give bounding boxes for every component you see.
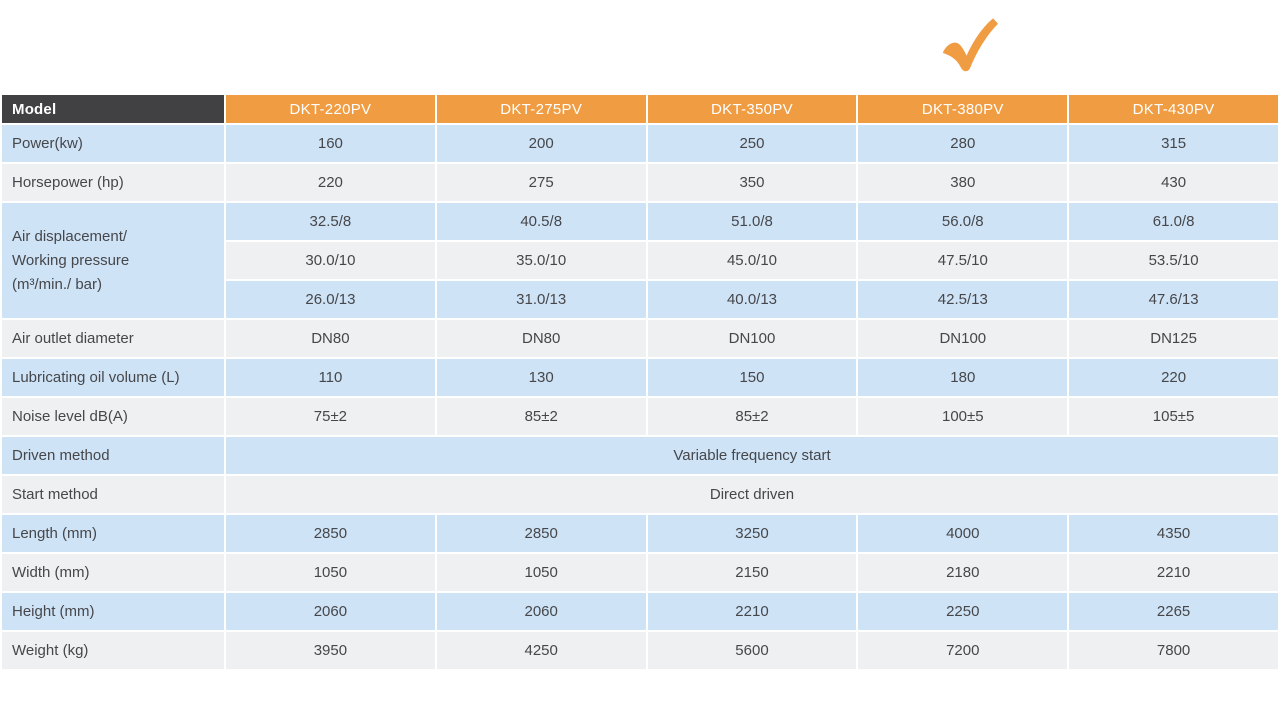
cell-value: 1050 — [436, 554, 646, 591]
row-label: Air outlet diameter — [2, 320, 224, 357]
table-row: Horsepower (hp) 220 275 350 380 430 — [2, 164, 1278, 201]
column-header: DKT-350PV — [647, 95, 857, 123]
cell-value: 200 — [436, 125, 646, 162]
row-label: Horsepower (hp) — [2, 164, 224, 201]
cell-value: 47.6/13 — [1069, 281, 1278, 318]
header-row: Model DKT-220PV DKT-275PV DKT-350PV DKT-380… — [2, 95, 1278, 123]
cell-value: 40.0/13 — [647, 281, 857, 318]
cell-value: 4250 — [436, 632, 646, 669]
cell-value: 315 — [1069, 125, 1278, 162]
table-row: 26.0/13 31.0/13 40.0/13 42.5/13 47.6/13 — [2, 281, 1278, 318]
cell-value: 2210 — [647, 593, 857, 630]
cell-value: 2210 — [1069, 554, 1278, 591]
model-header-cell: Model — [2, 95, 224, 123]
column-header: DKT-380PV — [858, 95, 1068, 123]
checkmark-glyph — [942, 18, 998, 72]
cell-value: 47.5/10 — [858, 242, 1068, 279]
cell-value: 350 — [647, 164, 857, 201]
cell-value: DN100 — [858, 320, 1068, 357]
cell-value: 180 — [858, 359, 1068, 396]
span-cell-value: Direct driven — [226, 476, 1278, 513]
cell-value: 380 — [858, 164, 1068, 201]
table-row: Air displacement/Working pressure (m³/min… — [2, 203, 1278, 318]
table-row: Power(kw) 160 200 250 280 315 — [2, 125, 1278, 162]
table-row: Width (mm) 1050 1050 2150 2180 2210 — [2, 554, 1278, 591]
cell-value: 51.0/8 — [647, 203, 857, 240]
row-label: Start method — [2, 476, 224, 513]
table-row: 30.0/10 35.0/10 45.0/10 47.5/10 53.5/10 — [2, 242, 1278, 279]
cell-value: 26.0/13 — [226, 281, 435, 318]
cell-value: 3950 — [226, 632, 435, 669]
cell-value: 1050 — [226, 554, 435, 591]
cell-value: 85±2 — [647, 398, 857, 435]
orange-checkmark-icon — [936, 16, 998, 78]
cell-value: 130 — [436, 359, 646, 396]
table-row: Weight (kg) 3950 4250 5600 7200 7800 — [2, 632, 1278, 669]
cell-value: 220 — [1069, 359, 1278, 396]
column-header: DKT-220PV — [226, 95, 435, 123]
cell-value: 4350 — [1069, 515, 1278, 552]
cell-value: 220 — [226, 164, 435, 201]
table-row: Height (mm) 2060 2060 2210 2250 2265 — [2, 593, 1278, 630]
cell-value: 56.0/8 — [858, 203, 1068, 240]
row-label: Lubricating oil volume (L) — [2, 359, 224, 396]
cell-value: 2850 — [226, 515, 435, 552]
cell-value: DN80 — [226, 320, 435, 357]
row-label: Power(kw) — [2, 125, 224, 162]
cell-value: DN100 — [647, 320, 857, 357]
cell-value: 53.5/10 — [1069, 242, 1278, 279]
cell-value: 2060 — [436, 593, 646, 630]
cell-value: 40.5/8 — [436, 203, 646, 240]
cell-value: 3250 — [647, 515, 857, 552]
cell-value: 85±2 — [436, 398, 646, 435]
column-header: DKT-275PV — [436, 95, 646, 123]
span-cell-value: Variable frequency start — [226, 437, 1278, 474]
cell-value: 61.0/8 — [1069, 203, 1278, 240]
cell-value: 2150 — [647, 554, 857, 591]
cell-value: 42.5/13 — [858, 281, 1068, 318]
cell-value: 75±2 — [226, 398, 435, 435]
cell-value: 280 — [858, 125, 1068, 162]
table-row: Driven method Variable frequency start — [2, 437, 1278, 474]
cell-value: 7200 — [858, 632, 1068, 669]
cell-value: 2250 — [858, 593, 1068, 630]
row-label: Length (mm) — [2, 515, 224, 552]
cell-value: 110 — [226, 359, 435, 396]
row-label: Width (mm) — [2, 554, 224, 591]
cell-value: 150 — [647, 359, 857, 396]
cell-value: 2060 — [226, 593, 435, 630]
cell-value: DN80 — [436, 320, 646, 357]
row-label: Noise level dB(A) — [2, 398, 224, 435]
cell-value: 430 — [1069, 164, 1278, 201]
row-label: Air displacement/Working pressure (m³/min… — [2, 203, 224, 318]
column-header: DKT-430PV — [1069, 95, 1278, 123]
table-row: Length (mm) 2850 2850 3250 4000 4350 — [2, 515, 1278, 552]
spec-table-body: Power(kw) 160 200 250 280 315 Horsepower (hp) 2… — [2, 125, 1278, 669]
cell-value: 5600 — [647, 632, 857, 669]
cell-value: 250 — [647, 125, 857, 162]
row-label: Height (mm) — [2, 593, 224, 630]
cell-value: 105±5 — [1069, 398, 1278, 435]
table-row: Start method Direct driven — [2, 476, 1278, 513]
row-label: Weight (kg) — [2, 632, 224, 669]
cell-value: 31.0/13 — [436, 281, 646, 318]
cell-value: 45.0/10 — [647, 242, 857, 279]
table-row: Lubricating oil volume (L) 110 130 150 180 22… — [2, 359, 1278, 396]
cell-value: 32.5/8 — [226, 203, 435, 240]
cell-value: 2180 — [858, 554, 1068, 591]
table-row: Air outlet diameter DN80 DN80 DN100 DN100 DN1… — [2, 320, 1278, 357]
cell-value: 30.0/10 — [226, 242, 435, 279]
cell-value: 275 — [436, 164, 646, 201]
cell-value: 160 — [226, 125, 435, 162]
cell-value: 2265 — [1069, 593, 1278, 630]
cell-value: DN125 — [1069, 320, 1278, 357]
cell-value: 100±5 — [858, 398, 1068, 435]
spec-table: Model DKT-220PV DKT-275PV DKT-350PV DKT-380… — [0, 93, 1280, 671]
cell-value: 7800 — [1069, 632, 1278, 669]
row-label: Driven method — [2, 437, 224, 474]
cell-value: 2850 — [436, 515, 646, 552]
cell-value: 35.0/10 — [436, 242, 646, 279]
table-row: Noise level dB(A) 75±2 85±2 85±2 100±5 105±5 — [2, 398, 1278, 435]
cell-value: 4000 — [858, 515, 1068, 552]
